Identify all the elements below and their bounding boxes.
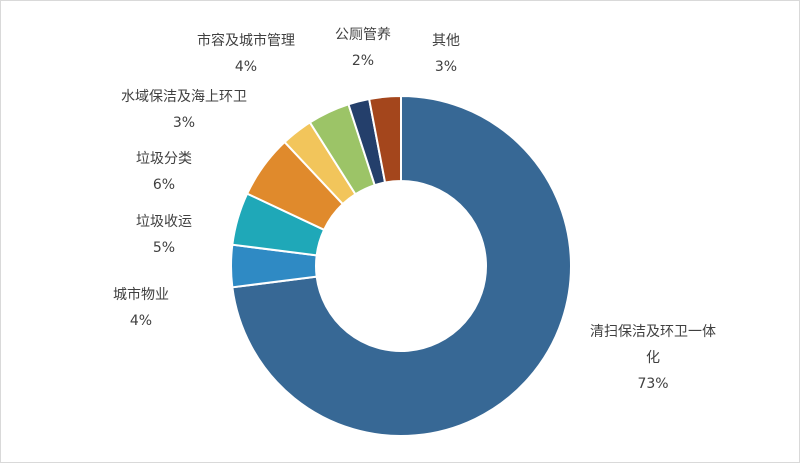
slice-value-5: 4% xyxy=(235,59,257,75)
slice-value-6: 2% xyxy=(352,53,374,69)
slice-label-3: 垃圾分类 xyxy=(136,151,192,167)
slice-value-1: 4% xyxy=(130,313,152,329)
slice-label-5: 市容及城市管理 xyxy=(197,32,295,49)
slice-0 xyxy=(231,94,572,437)
slice-label-6: 公厕管养 xyxy=(335,27,391,43)
slice-value-0: 73% xyxy=(637,376,668,392)
slice-label-7: 其他 xyxy=(432,33,460,49)
slice-value-7: 3% xyxy=(435,59,457,75)
donut-slices xyxy=(229,94,572,437)
slice-value-4: 3% xyxy=(173,115,195,131)
slice-label-2: 垃圾收运 xyxy=(136,214,192,230)
slice-label-4: 水域保洁及海上环卫 xyxy=(121,89,247,105)
slice-label-0-line1: 化 xyxy=(646,350,660,366)
slice-label-1: 城市物业 xyxy=(113,286,169,303)
slice-7 xyxy=(367,94,402,184)
slice-value-3: 6% xyxy=(153,177,175,193)
slice-value-2: 5% xyxy=(153,240,175,256)
slice-label-0: 清扫保洁及环卫一体 xyxy=(590,324,716,340)
